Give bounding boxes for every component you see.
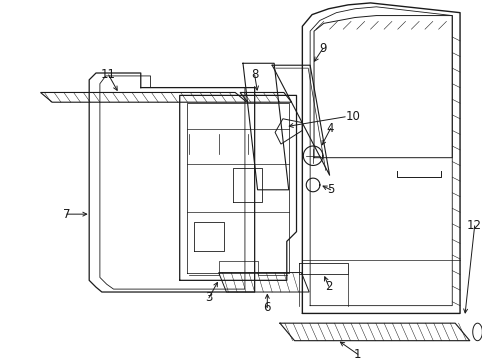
Text: 8: 8 bbox=[250, 68, 258, 81]
Text: 4: 4 bbox=[326, 122, 334, 135]
Text: 2: 2 bbox=[324, 280, 332, 293]
Text: 12: 12 bbox=[466, 219, 481, 232]
Polygon shape bbox=[218, 273, 308, 292]
Polygon shape bbox=[240, 93, 291, 102]
Polygon shape bbox=[275, 119, 302, 144]
Polygon shape bbox=[41, 93, 246, 102]
Text: 10: 10 bbox=[345, 110, 359, 123]
Text: 9: 9 bbox=[318, 42, 326, 55]
Text: 5: 5 bbox=[326, 183, 334, 196]
Text: 7: 7 bbox=[63, 208, 70, 221]
Text: 11: 11 bbox=[101, 68, 116, 81]
Text: 3: 3 bbox=[205, 291, 212, 304]
Text: 1: 1 bbox=[353, 348, 361, 360]
Text: 6: 6 bbox=[263, 301, 270, 314]
